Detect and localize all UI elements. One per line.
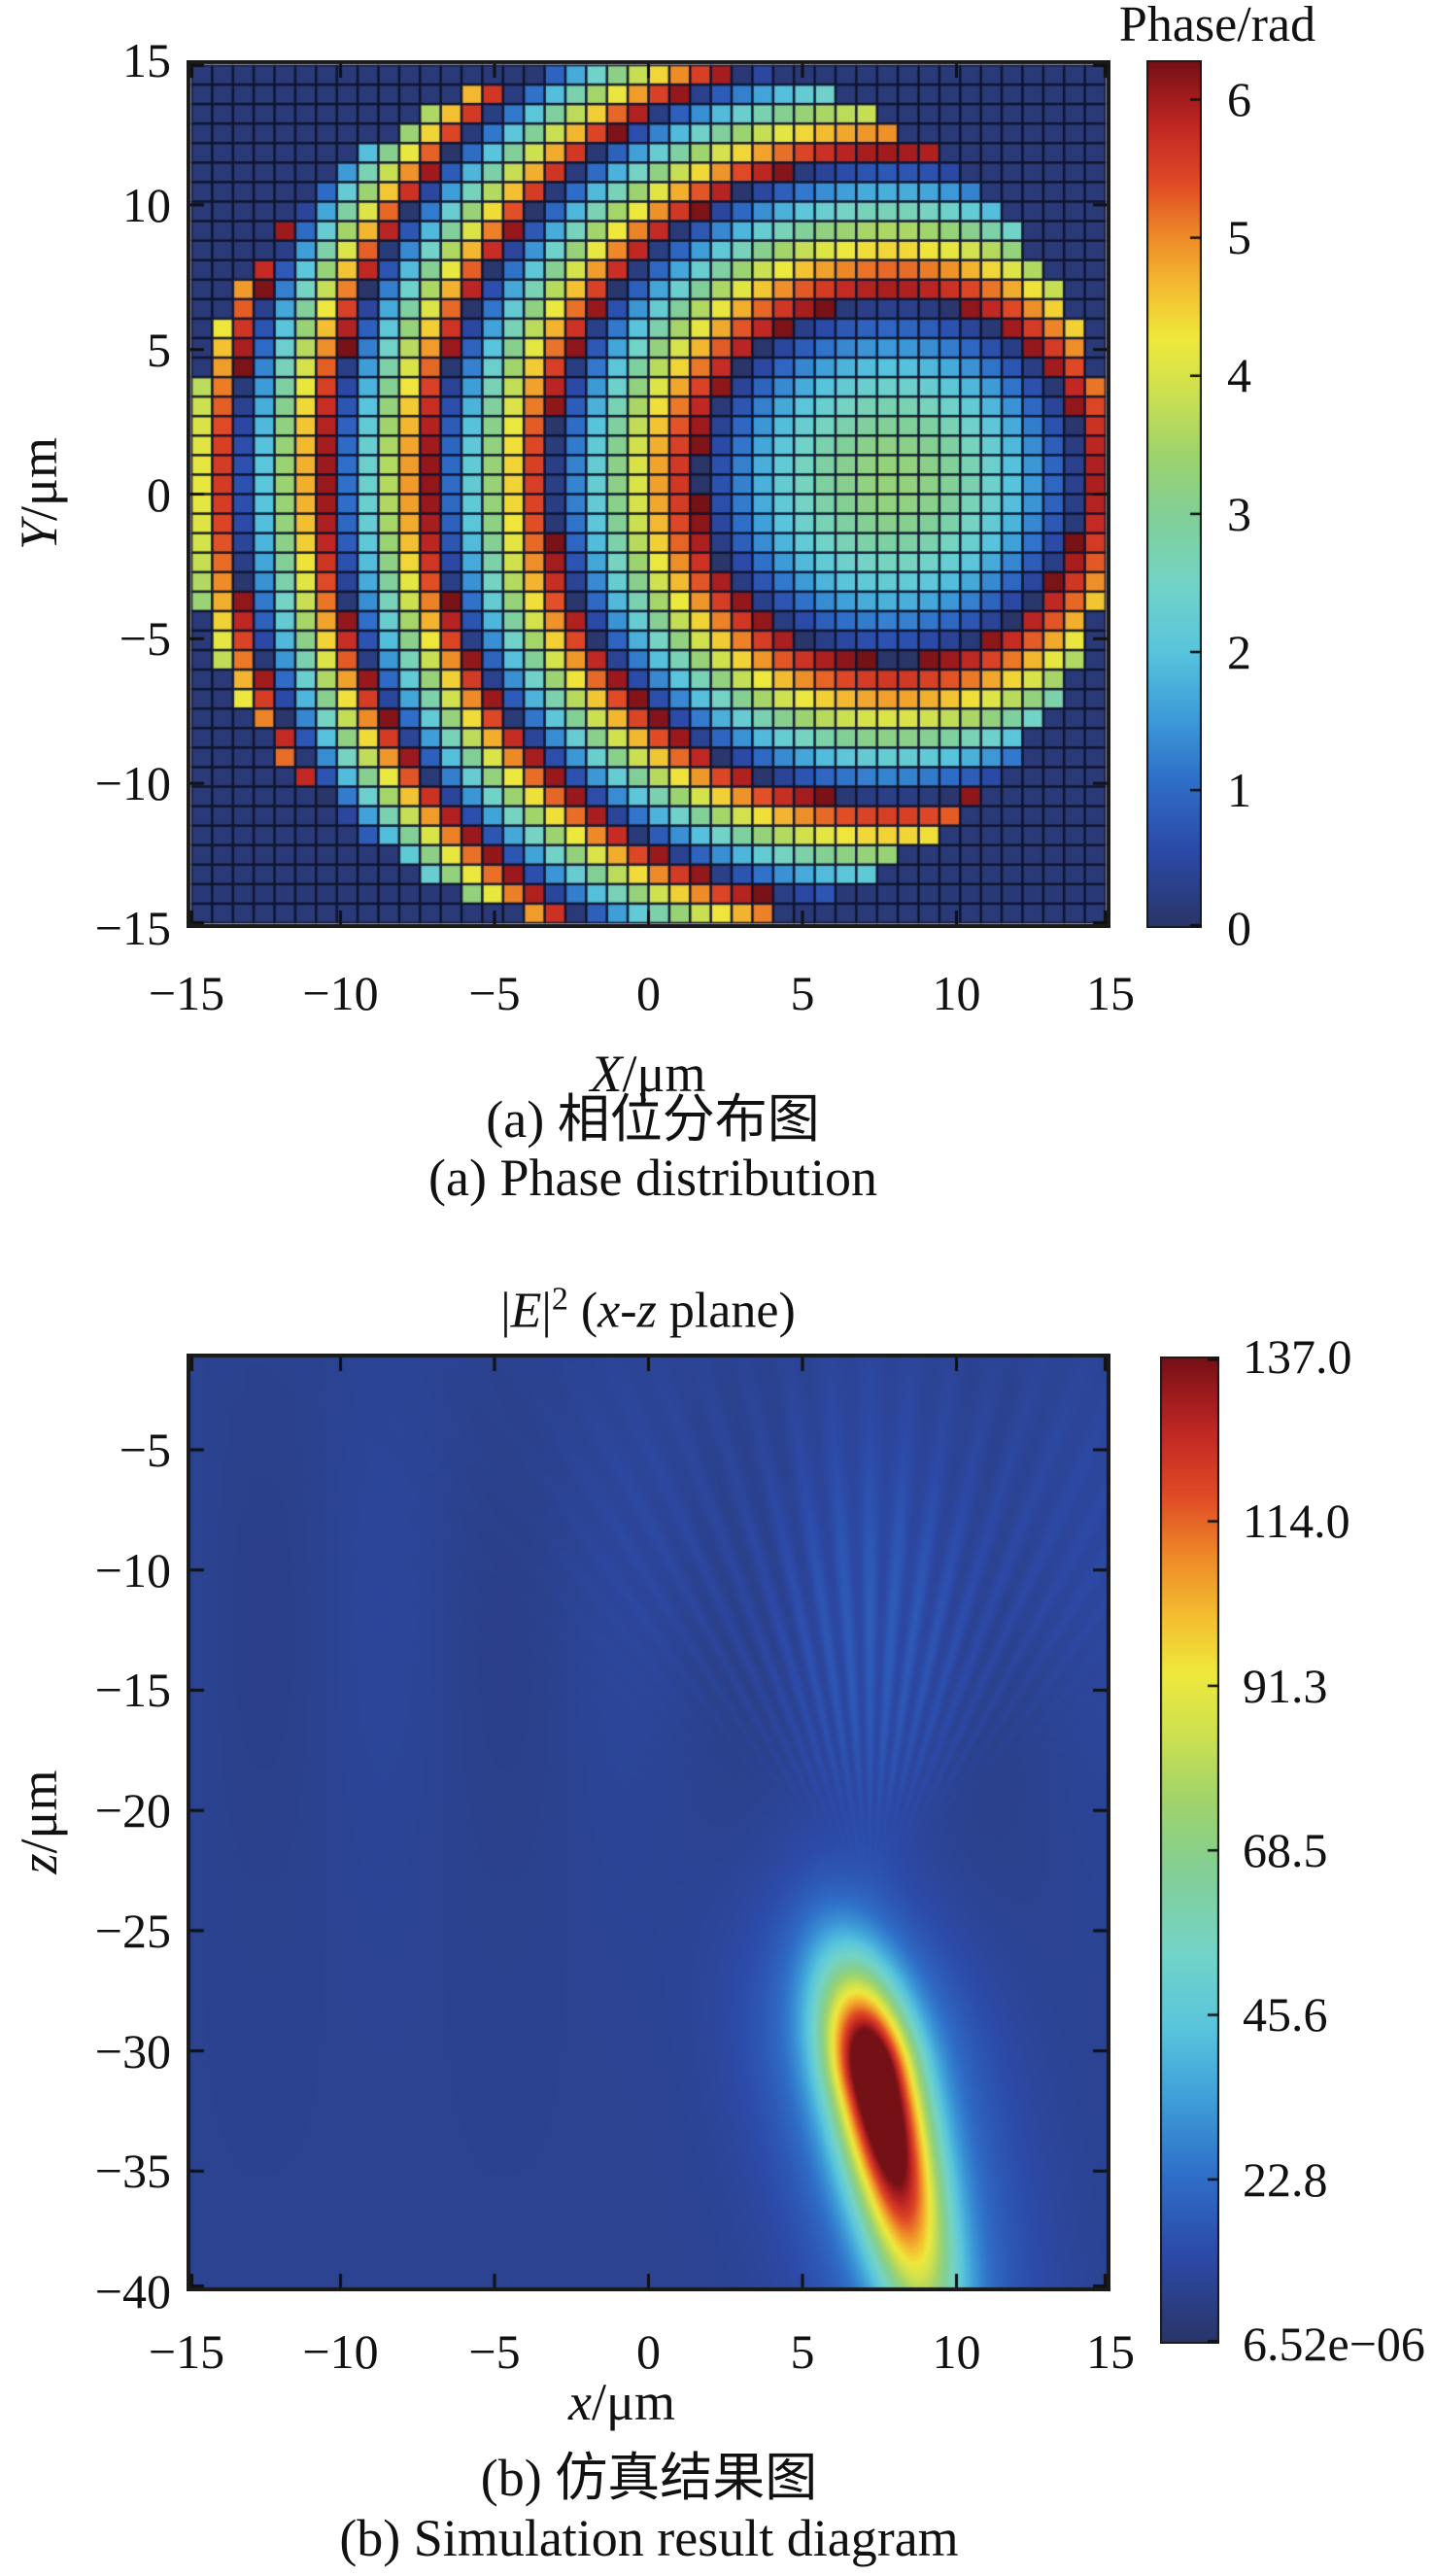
panel-b-x-tick-label: 5 [790,2324,815,2379]
panel-b-caption-zh: (b) 仿真结果图 [480,2449,818,2507]
panel-b-title-bar1: | [500,1283,511,1339]
panel-b-z-tick-label: −35 [94,2144,171,2199]
panel-a-x-tick-label: −5 [468,966,521,1020]
panel-b-title-dash: - [620,1283,637,1339]
colorbar-b-tick-label: 68.5 [1243,1823,1328,1877]
panel-b-title-z: z [636,1283,657,1339]
colorbar-a-title: Phase/rad [1118,0,1316,52]
panel-a-xlabel: X/μm [591,1048,706,1100]
panel-b-z-tick-label: −40 [94,2264,171,2318]
panel-b-caption-en: (b) Simulation result diagram [339,2509,959,2567]
panel-b-z-tick-label: −30 [94,2023,171,2078]
panel-b-z-tick-label: −20 [94,1783,171,1838]
panel-a-y-tick-label: −5 [119,611,171,667]
panel-b-x-tick-label: −15 [148,2324,225,2379]
panel-a-xlabel-unit: /μm [622,1045,706,1103]
panel-b-title-open: ( [567,1283,598,1339]
panel-a-x-tick-label: 15 [1086,966,1135,1020]
panel-b-x-tick-label: −5 [468,2324,521,2379]
colorbar-b-tick-label: 114.0 [1243,1494,1350,1549]
panel-b-z-tick-label: −25 [94,1903,171,1958]
panel-a-caption-en: (a) Phase distribution [428,1149,877,1207]
panel-b-x-tick-label: 0 [636,2324,661,2379]
panel-a-caption-zh: (a) 相位分布图 [486,1090,820,1149]
colorbar-a-tick-label: 5 [1227,210,1251,265]
colorbar-b-tick-label: 6.52e−06 [1243,2317,1425,2371]
panel-b-title-x: x [598,1283,621,1339]
panel-a-y-tick-label: 15 [122,33,171,87]
colorbar-a-tick-label: 1 [1227,762,1251,817]
panel-a-ylabel-var: Y [10,520,68,551]
panel-a-y-tick-label: −10 [94,756,171,811]
panel-b-title-bar2: | [541,1283,552,1339]
panel-b-z-tick-label: −15 [94,1663,171,1718]
intensity-heatmap [187,1354,1110,2291]
colorbar-a-tick-label: 2 [1227,624,1251,679]
panel-a-y-tick-label: 10 [122,177,171,232]
panel-a-y-tick-label: −15 [94,901,171,955]
panel-a-xlabel-var: X [590,1045,623,1103]
panel-b-xlabel-var: x [568,2373,592,2431]
colorbar-a-tick-label: 4 [1227,348,1251,403]
panel-a-x-tick-label: 0 [636,966,661,1020]
colorbar-a-tick-label: 6 [1227,72,1251,127]
panel-a-x-tick-label: −10 [302,966,379,1020]
colorbar-b [1160,1357,1219,2344]
panel-b-title-rest: plane) [656,1283,796,1339]
panel-b-x-tick-label: 15 [1086,2324,1135,2379]
panel-b-x-tick-label: −10 [302,2324,379,2379]
panel-b-title-E: E [510,1283,542,1339]
panel-b-xlabel: x/μm [568,2376,675,2428]
panel-a-y-tick-label: 5 [147,322,171,377]
panel-b-z-tick-label: −5 [119,1422,171,1477]
panel-b-x-tick-label: 10 [932,2324,981,2379]
panel-a-y-tick-label: 0 [147,466,171,522]
panel-b-xlabel-unit: /μm [592,2373,675,2431]
panel-b-title-sup: 2 [551,1281,568,1318]
panel-a-x-tick-label: −15 [148,966,225,1020]
panel-b-ylabel-var: z [10,1853,68,1874]
colorbar-b-tick-label: 137.0 [1243,1329,1352,1384]
colorbar-b-tick-label: 45.6 [1243,1987,1328,2043]
panel-b-title: |E|2 (x-z plane) [500,1283,796,1336]
phase-heatmap [187,60,1110,928]
colorbar-a-tick-label: 3 [1227,486,1251,541]
colorbar-a [1146,60,1202,928]
colorbar-b-tick-label: 22.8 [1243,2151,1328,2207]
panel-a-x-tick-label: 10 [932,966,981,1020]
colorbar-a-tick-label: 0 [1227,901,1251,955]
colorbar-b-tick-label: 91.3 [1243,1658,1328,1713]
panel-a-x-tick-label: 5 [790,966,815,1020]
panel-b-z-tick-label: −10 [94,1542,171,1597]
